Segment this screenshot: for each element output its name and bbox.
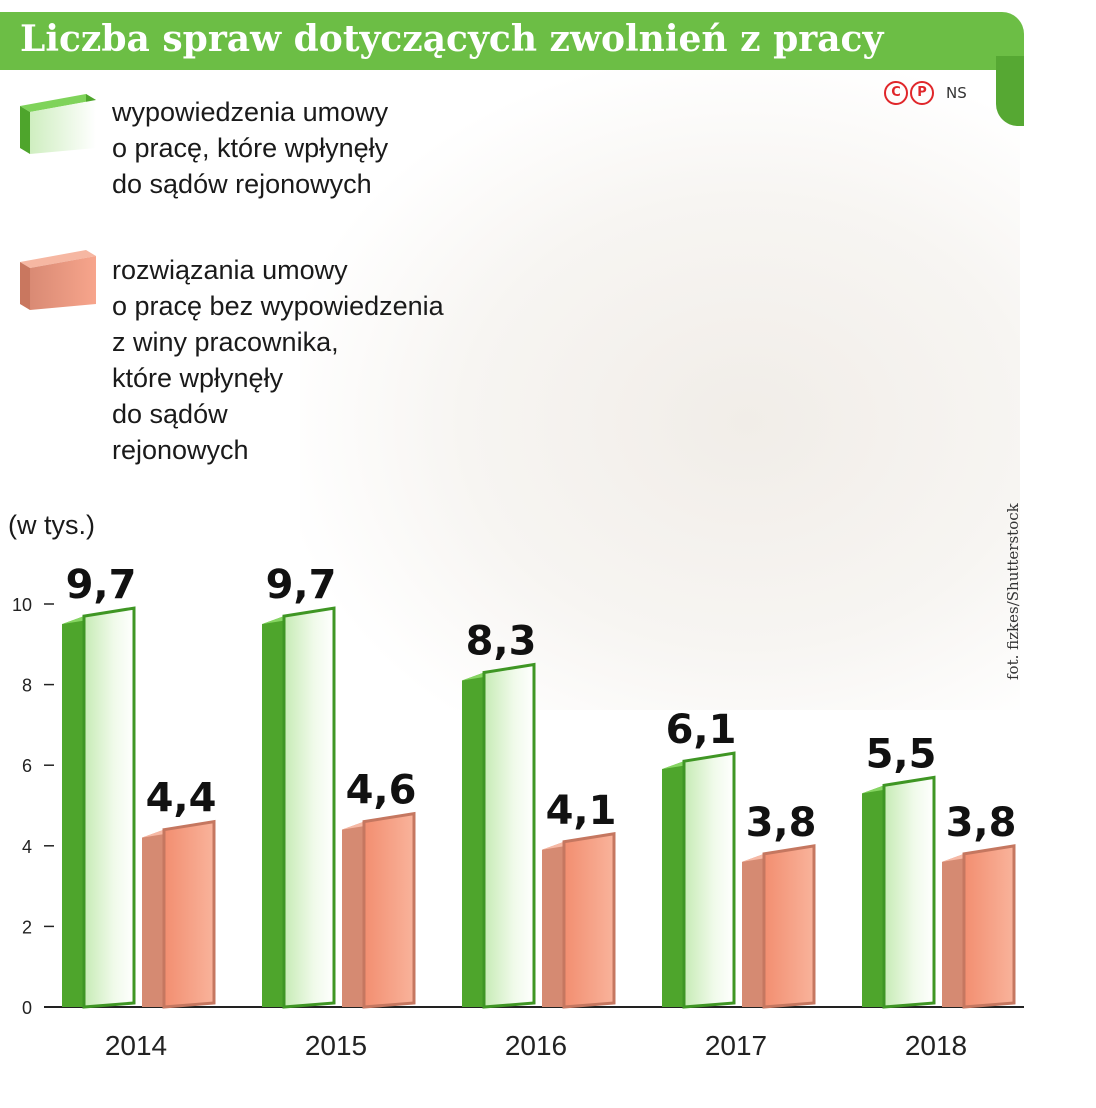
bar-2018-series-1: 5,5	[862, 731, 937, 1009]
y-tick-label: 8	[22, 676, 32, 696]
bar-2016-series-2: 4,1	[542, 788, 617, 1009]
bar-side-face	[862, 785, 884, 1007]
y-tick-label: 4	[22, 837, 32, 857]
bar-front-face	[362, 811, 416, 1009]
value-label: 4,1	[546, 788, 617, 834]
bar-side-face	[62, 616, 84, 1007]
copyright-mark: C P NS	[884, 80, 967, 106]
bar-front-face	[482, 662, 536, 1009]
legend-text-2: rozwiązania umowy o pracę bez wypowiedze…	[112, 252, 444, 468]
x-tick-label: 2017	[705, 1030, 767, 1061]
legend-2-line-2: o pracę bez wypowiedzenia	[112, 291, 444, 321]
value-label: 3,8	[946, 800, 1017, 846]
legend-2-line-3: z winy pracownika,	[112, 327, 339, 357]
y-tick-label: 0	[22, 998, 32, 1018]
bar-front-face	[562, 832, 616, 1009]
bar-front-face	[762, 844, 816, 1009]
unit-label: (w tys.)	[8, 510, 95, 540]
bar-front-face	[962, 844, 1016, 1009]
bar-2017-series-1: 6,1	[662, 707, 737, 1009]
legend-2-line-6: rejonowych	[112, 435, 249, 465]
bar-side-face	[942, 853, 964, 1007]
copyright-c-icon: C	[884, 81, 908, 105]
bar-front-face	[882, 775, 936, 1009]
legend-1-line-2: o pracę, które wpłynęły	[112, 133, 389, 163]
value-label: 8,3	[466, 619, 537, 665]
bar-side-face	[262, 616, 284, 1007]
value-label: 3,8	[746, 800, 817, 846]
value-label: 5,5	[866, 731, 937, 777]
x-tick-label: 2015	[305, 1030, 367, 1061]
bar-2014-series-2: 4,4	[142, 776, 217, 1009]
legend-2-line-5: do sądów	[112, 399, 228, 429]
bar-2014-series-1: 9,7	[62, 562, 137, 1009]
legend-2-line-4: które wpłynęły	[112, 363, 284, 393]
chart-title: Liczba spraw dotyczących zwolnień z prac…	[20, 18, 884, 60]
bar-side-face	[342, 821, 364, 1007]
legend-2-line-1: rozwiązania umowy	[112, 255, 348, 285]
value-label: 9,7	[66, 562, 137, 608]
y-tick-label: 6	[22, 756, 32, 776]
bar-2015-series-2: 4,6	[342, 768, 417, 1009]
bar-side-face	[542, 841, 564, 1007]
value-label: 6,1	[666, 707, 737, 753]
legend-1-line-3: do sądów rejonowych	[112, 169, 372, 199]
bar-side-face	[662, 761, 684, 1007]
y-tick-label: 10	[12, 595, 32, 615]
y-tick-label: 2	[22, 917, 32, 937]
bar-2015-series-1: 9,7	[262, 562, 337, 1009]
copyright-p-icon: P	[910, 81, 934, 105]
bar-2018-series-2: 3,8	[942, 800, 1017, 1009]
value-label: 4,6	[346, 768, 417, 814]
bar-front-face	[682, 751, 736, 1009]
x-tick-label: 2018	[905, 1030, 967, 1061]
background-photo	[300, 70, 1020, 710]
x-tick-label: 2016	[505, 1030, 567, 1061]
x-tick-label: 2014	[105, 1030, 167, 1061]
legend-swatch-green	[20, 94, 96, 154]
agency-code: NS	[946, 84, 967, 102]
value-label: 9,7	[266, 562, 337, 608]
bar-side-face	[462, 672, 484, 1007]
legend-1-line-1: wypowiedzenia umowy	[112, 97, 389, 127]
legend-text-1: wypowiedzenia umowy o pracę, które wpłyn…	[112, 94, 388, 202]
bar-2016-series-1: 8,3	[462, 619, 537, 1009]
bar-front-face	[282, 606, 336, 1009]
bar-front-face	[162, 819, 216, 1009]
title-banner: Liczba spraw dotyczących zwolnień z prac…	[0, 12, 1024, 70]
bar-front-face	[82, 606, 136, 1009]
legend-swatch-salmon	[20, 250, 96, 310]
bar-side-face	[142, 829, 164, 1007]
bar-2017-series-2: 3,8	[742, 800, 817, 1009]
banner-fold	[996, 56, 1024, 126]
value-label: 4,4	[146, 776, 217, 822]
bar-side-face	[742, 853, 764, 1007]
